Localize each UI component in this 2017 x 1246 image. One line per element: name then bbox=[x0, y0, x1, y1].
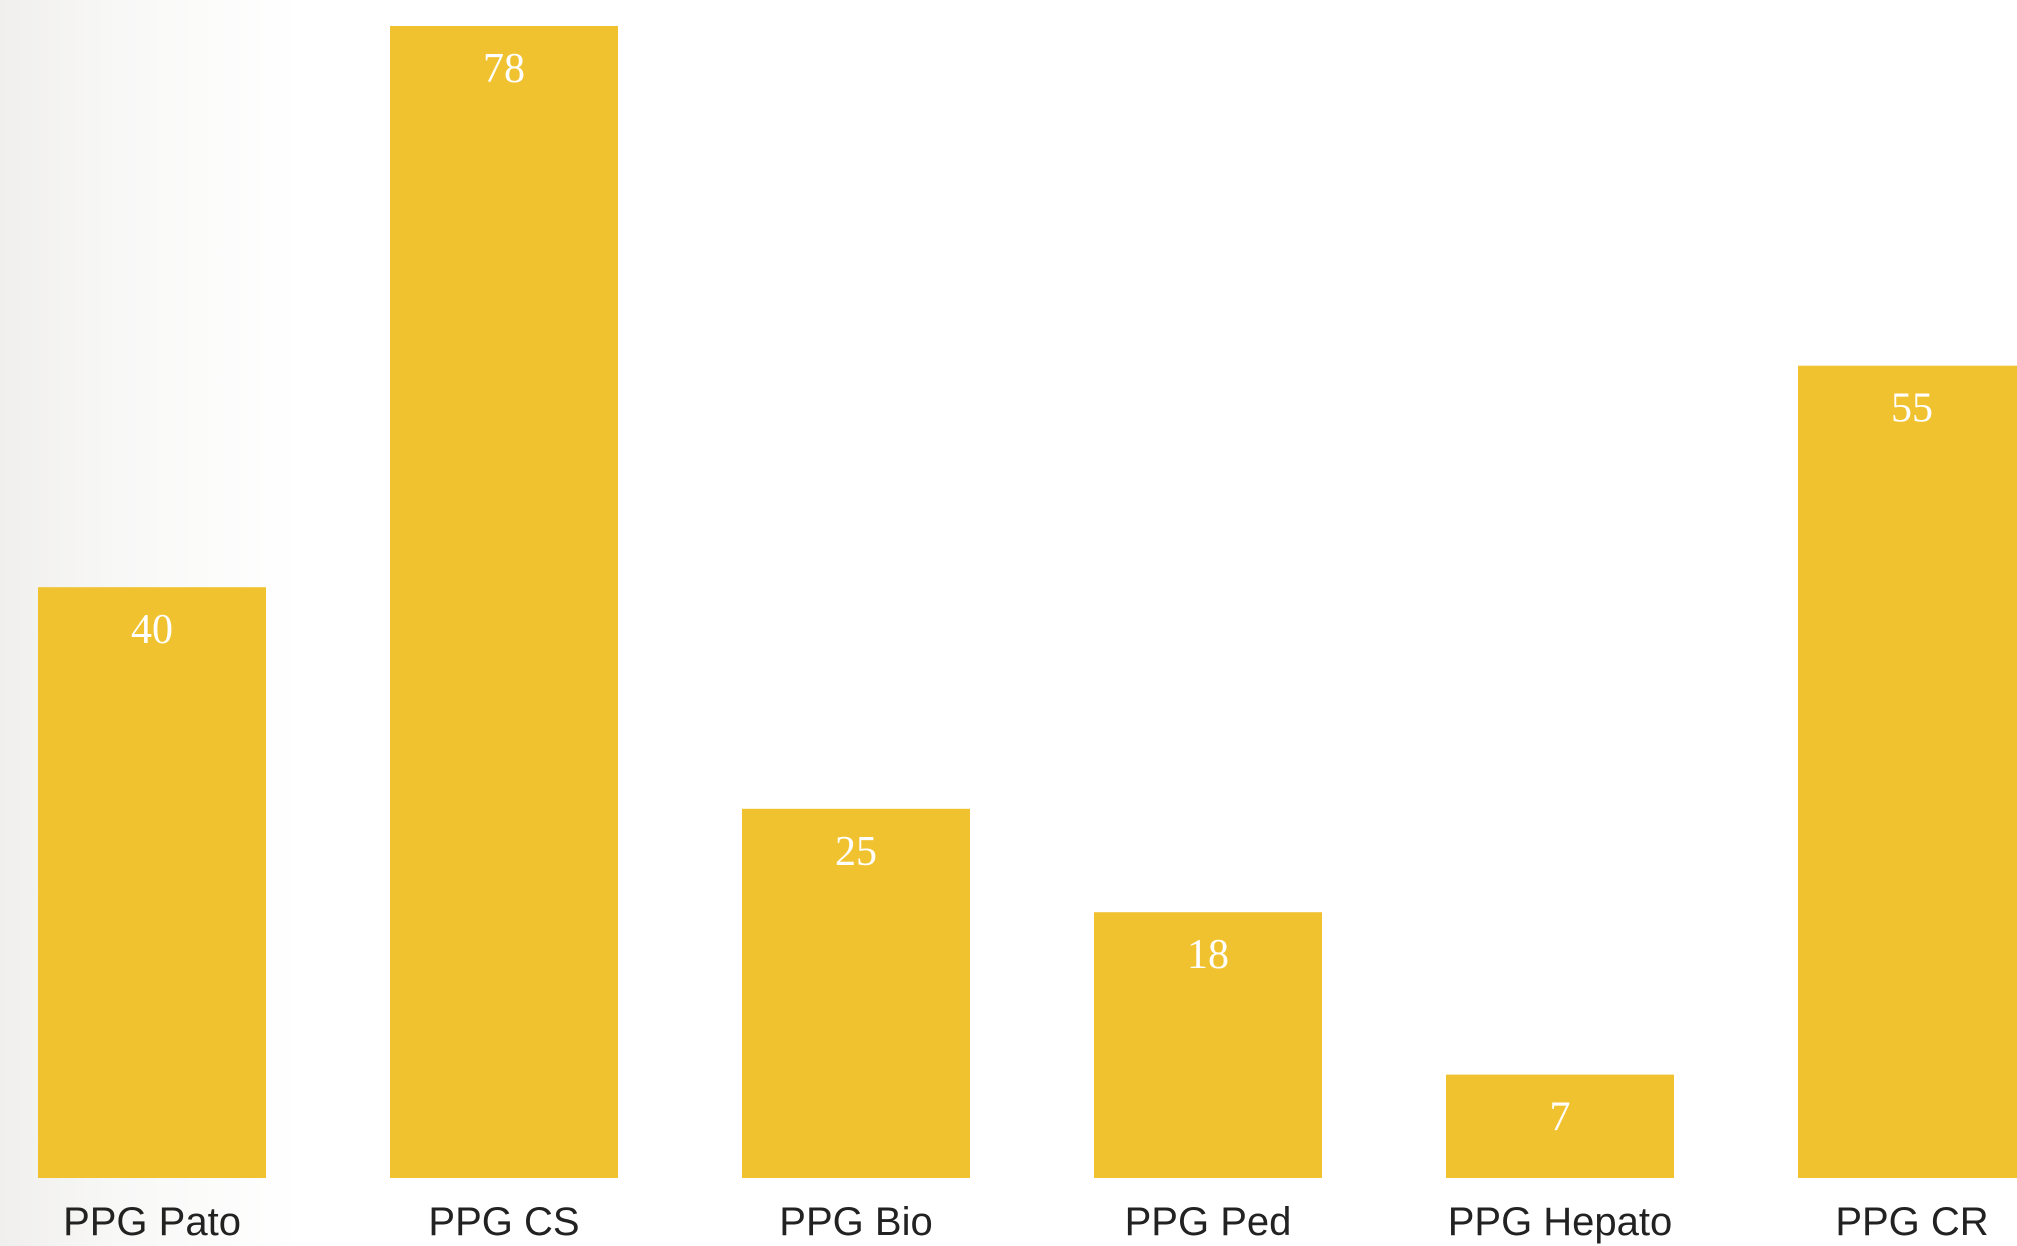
x-tick-label: PPG Bio bbox=[779, 1200, 932, 1244]
bar bbox=[1094, 912, 1322, 1178]
bar bbox=[390, 26, 618, 1178]
bars-group bbox=[38, 26, 2017, 1178]
x-tick-label: PPG CR bbox=[1835, 1200, 1988, 1244]
bar-value-label: 7 bbox=[1550, 1095, 1571, 1141]
bar-value-label: 25 bbox=[835, 829, 877, 875]
x-tick-label: PPG Ped bbox=[1125, 1200, 1292, 1244]
bar-value-label: 18 bbox=[1187, 932, 1229, 978]
bar bbox=[742, 808, 970, 1178]
bar-value-label: 40 bbox=[131, 607, 173, 653]
bar bbox=[1446, 1074, 1674, 1178]
x-tick-labels-group: PPG Pato PPG CS PPG Bio PPG Ped PPG Hepato PP… bbox=[63, 1200, 1989, 1244]
x-tick-label: PPG Hepato bbox=[1448, 1200, 1673, 1244]
x-tick-label: PPG Pato bbox=[63, 1200, 241, 1244]
bar bbox=[1798, 365, 2017, 1178]
x-tick-label: PPG CS bbox=[428, 1200, 579, 1244]
bar bbox=[38, 587, 266, 1178]
bar-value-label: 78 bbox=[483, 46, 525, 92]
value-labels-group: 40 78 25 18 7 55 bbox=[131, 46, 1933, 1141]
bar-value-label: 55 bbox=[1891, 386, 1933, 432]
